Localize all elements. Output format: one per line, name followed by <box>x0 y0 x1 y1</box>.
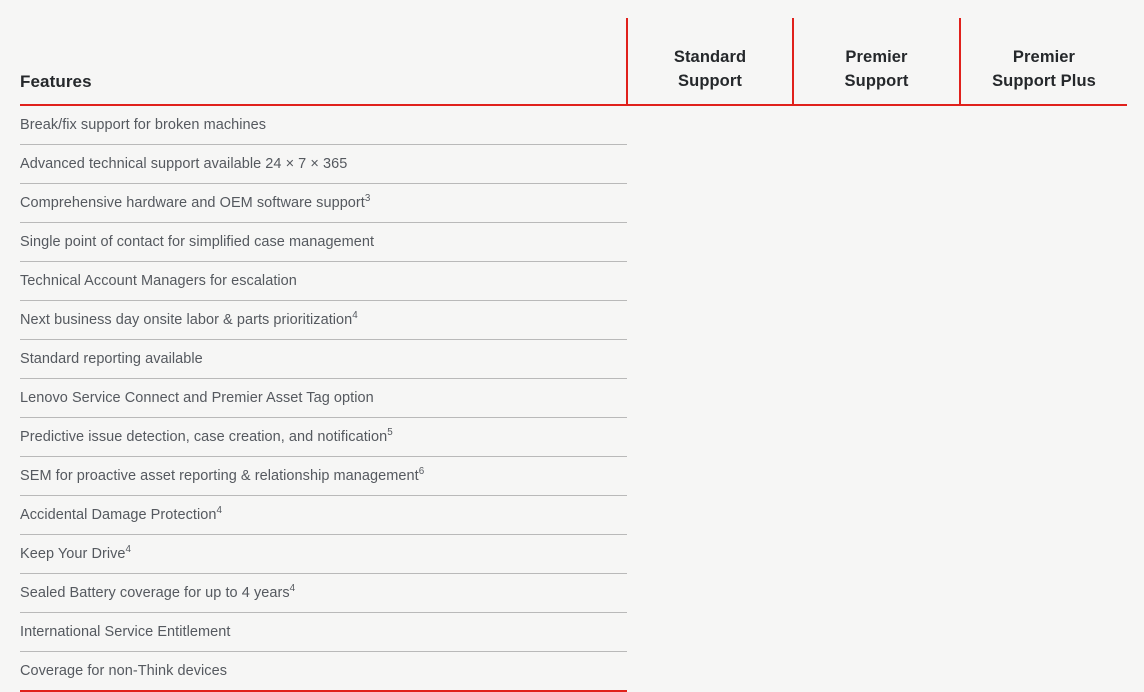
feature-label-cell: Technical Account Managers for escalatio… <box>20 261 627 301</box>
footnote-marker: 4 <box>289 583 296 595</box>
feature-label: Next business day onsite labor & parts p… <box>20 312 353 328</box>
support-comparison-table: Features Standard Support Premier Suppor… <box>20 18 1127 692</box>
feature-label: Lenovo Service Connect and Premier Asset… <box>20 390 374 406</box>
table-row: Advanced technical support available 24 … <box>20 144 1127 184</box>
feature-label-cell: Advanced technical support available 24 … <box>20 144 627 184</box>
table-wrapper: Features Standard Support Premier Suppor… <box>20 18 1127 692</box>
footnote-marker: 3 <box>364 193 371 205</box>
table-header: Features Standard Support Premier Suppor… <box>20 18 1127 106</box>
feature-label-cell: Sealed Battery coverage for up to 4 year… <box>20 573 627 613</box>
footnote-marker: 4 <box>352 310 358 322</box>
premier-support-plus-header-line2: Support Plus <box>992 72 1096 91</box>
feature-label-cell: Next business day onsite labor & parts p… <box>20 300 627 340</box>
feature-label-cell: Keep Your Drive4 <box>20 534 627 574</box>
table-row: Accidental Damage Protection4 <box>20 495 1127 535</box>
table-row: Break/fix support for broken machines <box>20 105 1127 145</box>
feature-label: Advanced technical support available 24 … <box>20 156 348 172</box>
feature-label: Predictive issue detection, case creatio… <box>20 429 388 445</box>
feature-label-cell: Break/fix support for broken machines <box>20 105 627 145</box>
feature-label-cell: Comprehensive hardware and OEM software … <box>20 183 627 223</box>
feature-label: Standard reporting available <box>20 351 203 367</box>
table-row: Lenovo Service Connect and Premier Asset… <box>20 378 1127 418</box>
feature-label-cell: Single point of contact for simplified c… <box>20 222 627 262</box>
table-row: Keep Your Drive4 <box>20 534 1127 574</box>
table-row: SEM for proactive asset reporting & rela… <box>20 456 1127 496</box>
feature-label-cell: Accidental Damage Protection4 <box>20 495 627 535</box>
column-header-premier-support-plus: Premier Support Plus <box>959 18 1127 106</box>
feature-label-cell: Coverage for non-Think devices <box>20 651 627 692</box>
feature-label-cell: Standard reporting available <box>20 339 627 379</box>
feature-label: Single point of contact for simplified c… <box>20 234 375 250</box>
feature-label: Keep Your Drive <box>20 546 126 562</box>
footnote-marker: 4 <box>216 505 222 517</box>
table-row: Next business day onsite labor & parts p… <box>20 300 1127 340</box>
feature-label-cell: Lenovo Service Connect and Premier Asset… <box>20 378 627 418</box>
premier-support-header-line1: Premier <box>845 48 908 67</box>
column-header-standard-support: Standard Support <box>626 18 793 106</box>
header-row: Features Standard Support Premier Suppor… <box>20 18 1127 106</box>
table-row: Sealed Battery coverage for up to 4 year… <box>20 573 1127 613</box>
standard-support-header-line2: Support <box>678 72 742 91</box>
table-row: Comprehensive hardware and OEM software … <box>20 183 1127 223</box>
table-row: Standard reporting available <box>20 339 1127 379</box>
column-header-premier-support: Premier Support <box>792 18 960 106</box>
table-body: Break/fix support for broken machines Adv… <box>20 105 1127 692</box>
feature-label-cell: International Service Entitlement <box>20 612 627 652</box>
feature-label: Coverage for non-Think devices <box>20 663 228 679</box>
table-row: Technical Account Managers for escalatio… <box>20 261 1127 301</box>
feature-label: Comprehensive hardware and OEM software … <box>20 195 365 211</box>
footnote-marker: 5 <box>387 427 393 439</box>
footnote-marker: 6 <box>418 466 425 478</box>
feature-label: Break/fix support for broken machines <box>20 117 267 133</box>
feature-label: Accidental Damage Protection <box>20 507 217 523</box>
table-row: Single point of contact for simplified c… <box>20 222 1127 262</box>
features-header-label: Features <box>20 72 92 91</box>
table-row: Predictive issue detection, case creatio… <box>20 417 1127 457</box>
premier-support-header-line2: Support <box>844 72 909 91</box>
footnote-marker: 4 <box>125 544 132 556</box>
standard-support-header-line1: Standard <box>673 48 747 67</box>
feature-label: Sealed Battery coverage for up to 4 year… <box>20 585 290 601</box>
column-header-features: Features <box>20 18 627 106</box>
feature-label: Technical Account Managers for escalatio… <box>20 273 297 289</box>
feature-label-cell: SEM for proactive asset reporting & rela… <box>20 456 627 496</box>
table-row: International Service Entitlement <box>20 612 1127 652</box>
table-row: Coverage for non-Think devices <box>20 651 1127 692</box>
feature-label-cell: Predictive issue detection, case creatio… <box>20 417 627 457</box>
premier-support-plus-header-line1: Premier <box>1012 48 1076 67</box>
feature-label: SEM for proactive asset reporting & rela… <box>20 468 419 484</box>
feature-label: International Service Entitlement <box>20 624 231 640</box>
